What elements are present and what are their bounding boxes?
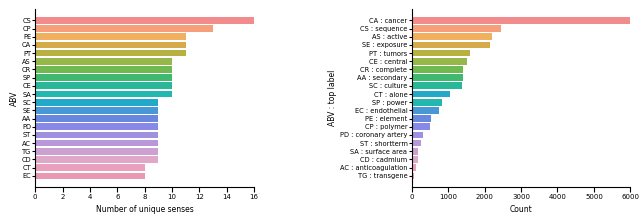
Bar (412, 148, 418, 155)
Bar (412, 99, 442, 105)
Bar (412, 41, 490, 48)
Bar (35, 164, 145, 171)
Bar (412, 156, 418, 163)
Y-axis label: ABV: ABV (10, 91, 19, 106)
Bar (412, 83, 462, 89)
Bar (35, 91, 172, 97)
Bar (35, 123, 158, 130)
Bar (35, 17, 254, 24)
Bar (35, 41, 186, 48)
Bar (35, 107, 158, 114)
Bar (412, 25, 501, 32)
Bar (412, 132, 423, 138)
Bar (35, 132, 158, 138)
Bar (35, 83, 172, 89)
Bar (35, 99, 158, 105)
Bar (412, 91, 450, 97)
Bar (35, 66, 172, 73)
Bar (412, 123, 430, 130)
Bar (35, 156, 158, 163)
Bar (35, 115, 158, 122)
Bar (35, 74, 172, 81)
X-axis label: Count: Count (509, 205, 532, 214)
Bar (412, 33, 492, 40)
Bar (35, 173, 145, 179)
Y-axis label: ABV : top label: ABV : top label (328, 70, 337, 126)
Bar (412, 58, 467, 65)
Bar (412, 173, 415, 179)
Bar (35, 33, 186, 40)
Bar (412, 17, 630, 24)
Bar (412, 140, 421, 147)
X-axis label: Number of unique senses: Number of unique senses (96, 205, 193, 214)
Bar (35, 148, 158, 155)
Bar (412, 74, 463, 81)
Bar (35, 58, 172, 65)
Bar (412, 66, 463, 73)
Bar (35, 25, 213, 32)
Bar (35, 50, 186, 56)
Bar (35, 140, 158, 147)
Bar (412, 50, 470, 56)
Bar (412, 107, 438, 114)
Bar (412, 164, 416, 171)
Bar (412, 115, 431, 122)
